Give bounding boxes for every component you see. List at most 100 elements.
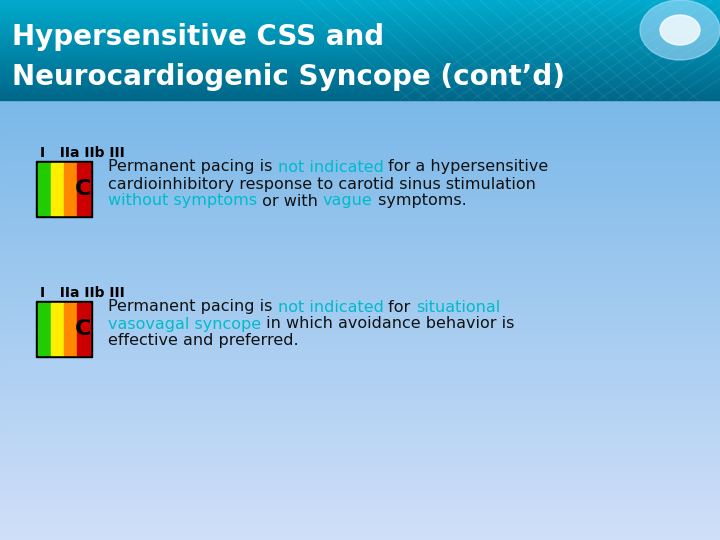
Bar (0, 145, 720, 146)
Bar (0, 431, 720, 432)
Bar (0, 155, 720, 156)
Bar (0, 402, 720, 403)
Bar (0, 475, 720, 476)
Bar (0, 311, 720, 312)
Bar (0, 20, 720, 21)
Bar (0, 424, 720, 425)
Bar (0, 222, 720, 223)
Bar (0, 534, 720, 535)
Bar (0, 43, 720, 44)
Bar (0, 171, 720, 172)
Bar (0, 231, 720, 232)
Bar (0, 385, 720, 386)
Bar (0, 12, 720, 13)
Bar (0, 284, 720, 285)
Bar (0, 133, 720, 134)
Bar (0, 280, 720, 281)
Bar (0, 125, 720, 126)
Bar (0, 472, 720, 473)
Bar (0, 17, 720, 18)
Bar (0, 184, 720, 185)
Bar (0, 499, 720, 500)
Text: for a hypersensitive: for a hypersensitive (383, 159, 549, 174)
Bar (0, 30, 720, 31)
Bar (0, 56, 720, 57)
Bar (0, 433, 720, 434)
Bar (0, 382, 720, 383)
Bar (0, 395, 720, 396)
Bar (0, 182, 720, 183)
Bar (0, 254, 720, 255)
Bar (0, 313, 720, 314)
Bar (0, 58, 720, 59)
Bar (0, 486, 720, 487)
Bar (0, 444, 720, 445)
Bar (0, 24, 720, 25)
Bar (0, 36, 720, 37)
Bar (0, 22, 720, 23)
Bar (0, 417, 720, 418)
Bar (0, 409, 720, 410)
Bar (0, 361, 720, 362)
Bar (0, 354, 720, 355)
Bar (0, 509, 720, 510)
Bar (0, 261, 720, 262)
Bar (0, 523, 720, 524)
Bar (0, 157, 720, 158)
Bar (0, 26, 720, 27)
Bar (0, 327, 720, 328)
Bar (0, 451, 720, 452)
Bar (0, 496, 720, 497)
Bar (0, 353, 720, 354)
Bar (0, 287, 720, 288)
Bar (0, 414, 720, 415)
Bar (0, 515, 720, 516)
Bar (0, 192, 720, 193)
Bar (0, 369, 720, 370)
Bar (0, 105, 720, 106)
Bar (0, 136, 720, 137)
Bar (0, 422, 720, 423)
Bar (0, 180, 720, 181)
Bar (0, 250, 720, 251)
Bar (0, 34, 720, 35)
Bar (0, 493, 720, 494)
Bar (0, 516, 720, 517)
Bar (0, 143, 720, 144)
Bar (0, 536, 720, 537)
Bar (0, 13, 720, 14)
Bar (0, 314, 720, 315)
Bar (0, 408, 720, 409)
Bar (0, 359, 720, 360)
Bar (0, 0, 720, 1)
Bar (0, 251, 720, 252)
Bar (0, 533, 720, 534)
Text: C: C (76, 179, 91, 199)
Bar (0, 319, 720, 320)
Bar (0, 447, 720, 448)
Bar (0, 159, 720, 160)
Bar (0, 48, 720, 49)
Bar (0, 158, 720, 159)
Bar (0, 32, 720, 33)
Bar (0, 374, 720, 375)
Bar (0, 522, 720, 523)
Bar (0, 60, 720, 61)
Bar (0, 337, 720, 338)
Bar (0, 302, 720, 303)
Bar (0, 387, 720, 388)
Text: C: C (76, 319, 91, 339)
Bar (0, 227, 720, 228)
Bar (0, 366, 720, 367)
Bar (0, 288, 720, 289)
Bar (0, 210, 720, 211)
Bar (0, 312, 720, 313)
Bar (0, 303, 720, 304)
Bar (0, 332, 720, 333)
Bar (0, 6, 720, 7)
Bar (0, 267, 720, 268)
Bar (0, 360, 720, 361)
Bar (0, 518, 720, 519)
Bar (0, 511, 720, 512)
Bar (0, 223, 720, 224)
